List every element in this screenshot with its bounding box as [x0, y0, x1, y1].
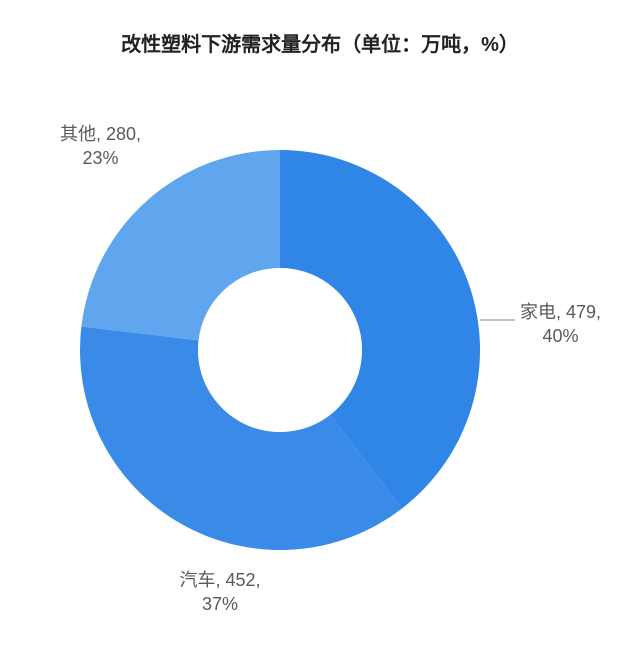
donut-hole: [198, 268, 362, 432]
slice-label-其他: 其他, 280,23%: [60, 122, 141, 171]
slice-label-line2: 23%: [60, 146, 141, 170]
slice-label-line1: 家电, 479,: [520, 300, 601, 324]
slice-label-汽车: 汽车, 452,37%: [179, 568, 260, 617]
slice-label-line1: 汽车, 452,: [179, 568, 260, 592]
slice-label-line2: 40%: [520, 324, 601, 348]
slice-label-line1: 其他, 280,: [60, 122, 141, 146]
slice-label-家电: 家电, 479,40%: [520, 300, 601, 349]
donut-chart: 家电, 479,40% 汽车, 452,37% 其他, 280,23%: [0, 0, 640, 640]
slice-label-line2: 37%: [179, 592, 260, 616]
